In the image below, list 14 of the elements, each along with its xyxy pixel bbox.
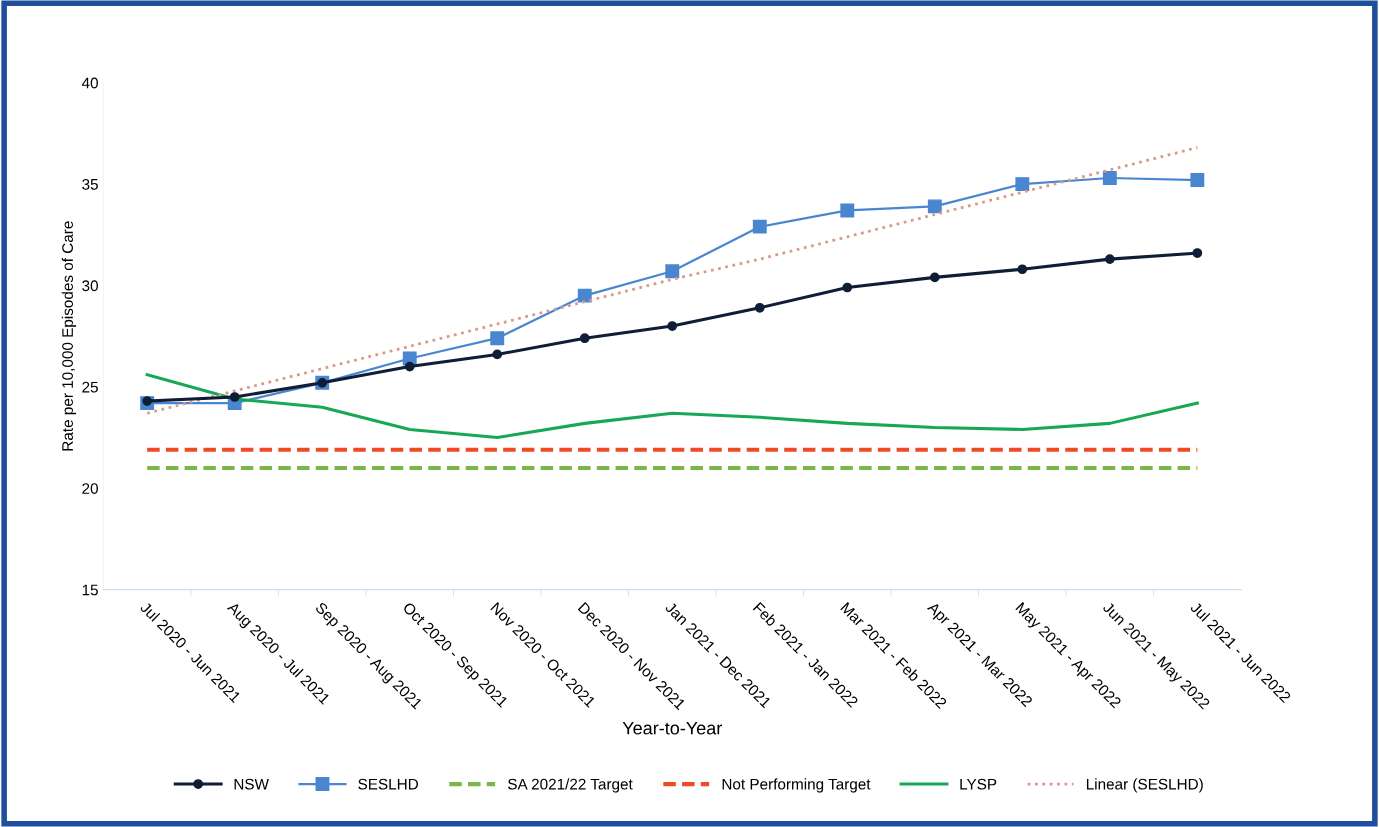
x-axis-title: Year-to-Year [622,721,722,735]
y-tick-label: 20 [82,483,98,494]
y-tick-label: 30 [82,280,98,292]
legend-label: SA 2021/22 Target [508,778,633,793]
y-axis-title: Rate per 10,000 Episodes of Care [61,221,77,451]
legend-label: NSW [234,778,269,790]
y-tick-label: 40 [81,77,98,89]
y-tick-label: 35 [82,178,98,190]
y-tick-label: 25 [82,381,98,393]
legend-label: Linear (SESLHD) [1086,778,1203,793]
y-tick-label: 15 [82,584,98,596]
legend-label: SESLHD [358,778,418,790]
legend-label: Not Performing Target [722,778,871,793]
legend-label: LYSP [960,778,997,790]
